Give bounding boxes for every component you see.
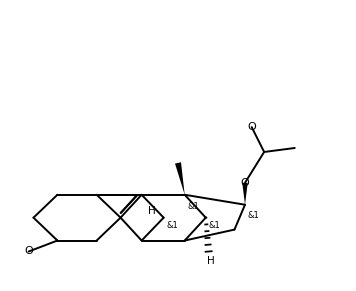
Text: &1: &1 [209,221,220,230]
Text: O: O [24,246,33,256]
Text: H: H [207,256,214,266]
Text: &1: &1 [248,211,260,220]
Text: H: H [148,206,156,216]
Polygon shape [175,162,185,195]
Text: &1: &1 [187,202,199,211]
Polygon shape [242,183,248,205]
Text: &1: &1 [166,221,178,230]
Text: O: O [241,178,249,188]
Text: O: O [247,122,256,132]
